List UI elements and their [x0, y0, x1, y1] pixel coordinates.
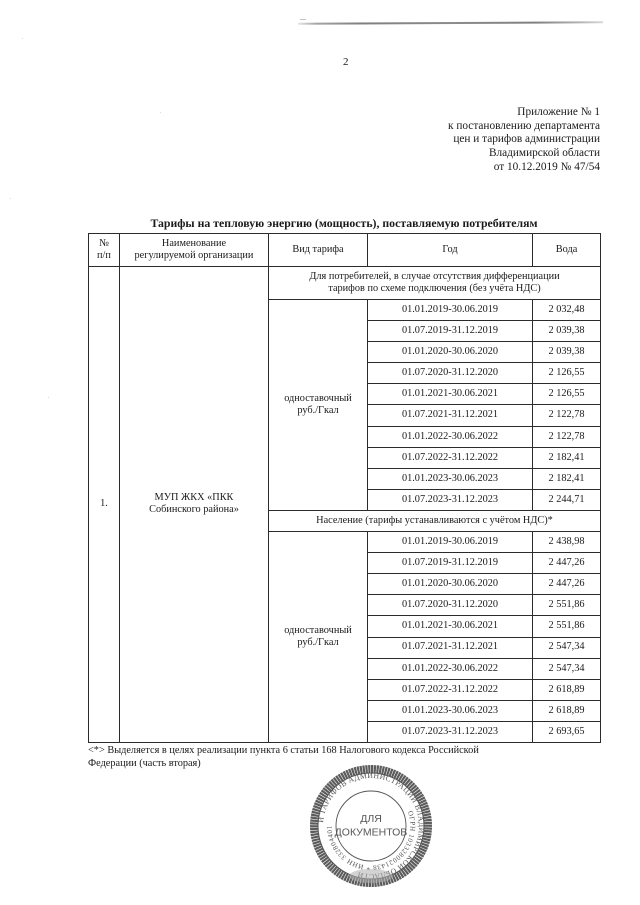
svg-text:ДЛЯ: ДЛЯ: [360, 813, 382, 825]
svg-text:ДОКУМЕНТОВ: ДОКУМЕНТОВ: [335, 827, 408, 839]
